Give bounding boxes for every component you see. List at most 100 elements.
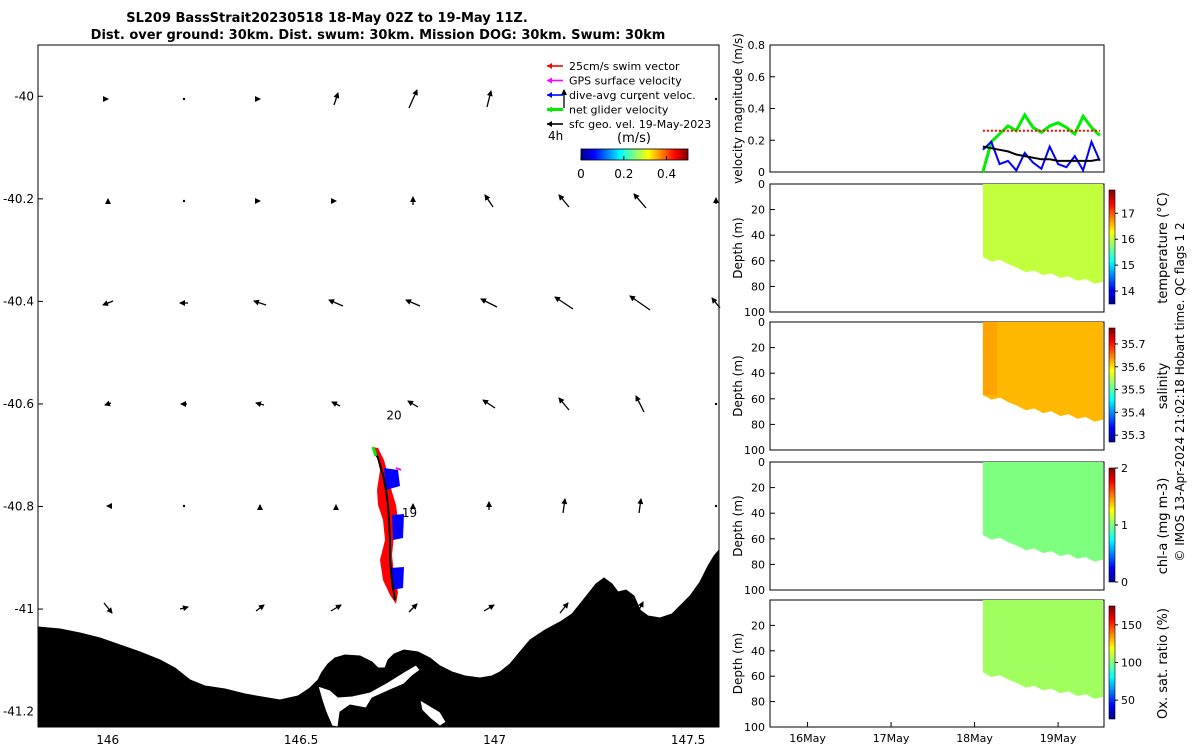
panel-1-ctick-label-2: 16 [1121,233,1135,246]
geo-arrow-0-3 [333,92,340,106]
panel-3-ytick-label-0: 0 [758,456,765,469]
panel-3-ctick-label-1: 1 [1121,519,1128,532]
swim-vector-area [372,447,398,604]
panel-3-ylabel: Depth (m) [731,495,745,556]
gps-velocity-marker [395,467,402,471]
geo-arrow-2-5 [480,298,498,308]
geo-arrow-1-1 [182,199,186,203]
panel-2-colorbar [1108,327,1116,443]
geo-arrow-4-1 [182,504,186,508]
panel-1-ctick-label-0: 14 [1121,285,1135,298]
panel-4-colorbar [1108,605,1116,720]
interval-label: 4h [548,129,563,143]
panel-1-ytick-label-3: 60 [751,255,765,268]
geo-arrow-4-6 [561,498,568,514]
panel-1-ytick-label-5: 100 [744,306,765,319]
geo-arrow-5-2 [255,604,265,612]
panel-2-ytick-label-3: 60 [751,393,765,406]
vel-ytick-label-2: 0.4 [748,103,766,116]
map-legend: 25cm/s swim vector GPS surface velocitydi… [547,60,711,131]
geo-arrow-3-6 [558,397,570,411]
panel-4-ylabel: Depth (m) [731,633,745,694]
panel-4-ytick-label-1: 40 [751,645,765,658]
geo-arrow-1-5 [484,194,494,208]
velocity-plot-frame [769,44,1105,173]
tamar-estuary [317,664,421,727]
cb-tick-label-1: 0.2 [614,167,633,181]
geo-arrow-2-3 [328,299,344,307]
geo-arrow-4-8 [714,504,718,508]
panel-1-ctick-label-1: 15 [1121,259,1135,272]
day-label-0: 20 [386,408,401,422]
legend-entry-3: net glider velocity [569,104,669,117]
geo-arrow-5-5 [483,604,495,612]
panel-1-ytick-label-4: 80 [751,280,765,293]
map-xtick-label-2: 147 [483,733,506,747]
panel-1-profile-fill [982,184,1103,284]
geo-arrow-5-0 [103,602,113,614]
panel-1-clabel: temperature (°C) [1156,192,1171,304]
panel-2-near-surface-strip [982,322,997,395]
panel-1-ytick-label-1: 20 [751,204,765,217]
current-vector-blob-2 [392,514,404,540]
net-velocity-segment [371,446,378,457]
map-ytick-label-5: -41 [14,602,34,616]
panel-4-profile-fill [982,600,1103,699]
glider-path-line [372,447,396,601]
panel-2-ylabel: Depth (m) [731,355,745,416]
time-tick-label-0: 16May [789,732,826,745]
panel-3: 0 20 40 60 80 100 Depth (m) 0 1 2 chl-a (mg m-3) [731,456,1171,597]
geo-arrow-3-5 [482,399,496,409]
geo-arrow-5-7 [636,601,644,615]
map-ytick-label-2: -40.4 [3,294,34,308]
panel-4: 20 40 60 80 100 Depth (m) 50 100 150 Ox. sat. rat… [731,599,1171,734]
panel-1: 0 20 40 60 80 100 Depth (m) 14 15 16 17 temperature… [731,178,1171,319]
isobaths-label: isobaths: 0 200 1000m [49,692,188,706]
panel-3-ctick-label-0: 0 [1121,576,1128,589]
panel-1-ytick-label-2: 40 [751,229,765,242]
panel-4-ctick-label-2: 150 [1121,619,1142,632]
speed-colorbar [580,148,689,161]
map-ytick-label-6: -41.2 [3,705,34,719]
vel-series-2 [982,145,1100,162]
title-line-1: SL209 BassStrait20230518 18-May 02Z to 1… [126,11,528,26]
geo-arrow-2-6 [554,296,574,310]
panel-3-colorbar [1108,467,1116,583]
current-vector-blob-1 [384,468,400,490]
geo-arrow-2-4 [405,299,421,307]
geo-arrow-5-4 [408,603,418,613]
glider-track [371,446,404,604]
vel-ytick-label-3: 0.6 [748,71,766,84]
geo-arrow-4-7 [637,498,644,514]
panel-4-clabel: Ox. sat. ratio (%) [1156,608,1171,719]
panel-1-colorbar [1108,189,1116,305]
panel-4-ytick-label-2: 60 [751,670,765,683]
panel-3-ytick-label-3: 60 [751,533,765,546]
panel-2-ytick-label-5: 100 [744,444,765,457]
legend-arrowhead-2 [547,92,552,98]
colorbar-unit-label: (m/s) [617,131,651,146]
panel-2-ytick-label-1: 20 [751,342,765,355]
tasmania-coast-land [38,549,719,727]
geo-arrow-2-2 [253,299,267,306]
geo-arrow-1-7 [633,193,647,209]
panel-3-ytick-label-2: 40 [751,507,765,520]
panel-3-ytick-label-1: 20 [751,482,765,495]
panel-4-ytick-label-0: 20 [751,619,765,632]
legend-entry-1: GPS surface velocity [569,75,682,88]
map-ytick-label-0: -40 [14,89,34,103]
legend-entry-2: dive-avg current veloc. [569,89,696,102]
legend-arrowhead-0 [547,63,552,69]
cb-tick-label-2: 0.4 [657,167,676,181]
vel-series-0 [981,111,1101,173]
geo-arrow-0-8 [714,97,718,101]
panel-3-profile-fill [982,462,1103,562]
title-line-2: Dist. over ground: 30km. Dist. swum: 30k… [91,28,666,43]
panel-3-clabel: chl-a (mg m-3) [1156,478,1171,575]
geo-arrow-5-1 [179,605,189,612]
panel-4-ctick-label-0: 50 [1121,694,1135,707]
panel-4-ctick-label-1: 100 [1121,657,1142,670]
